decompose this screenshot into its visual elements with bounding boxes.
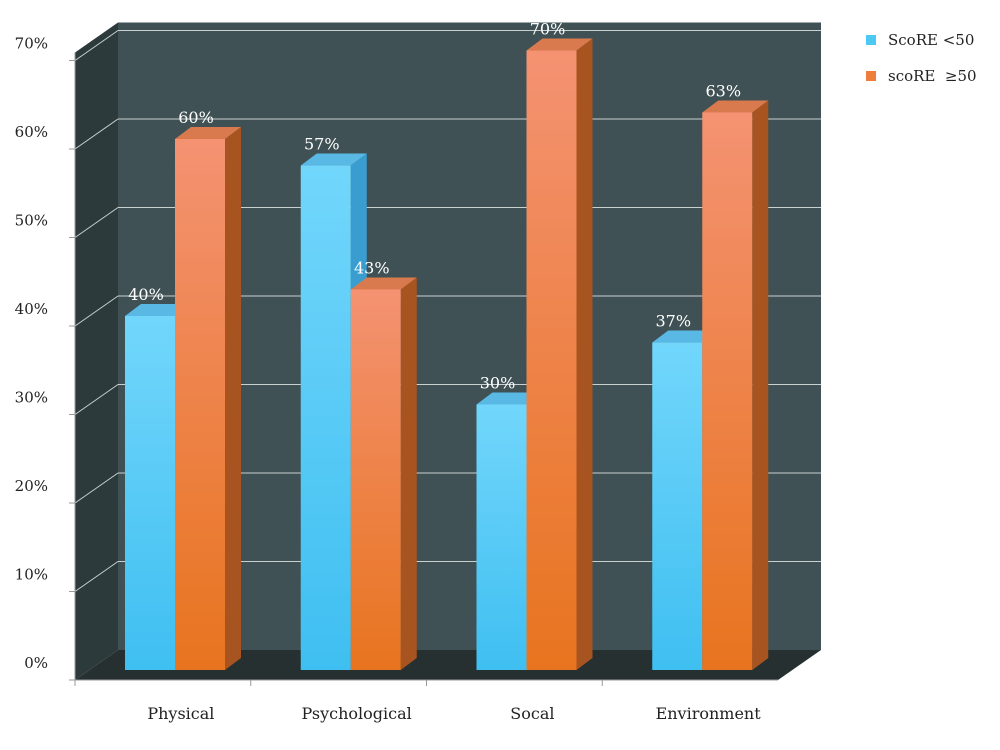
bar-top bbox=[652, 330, 719, 343]
y-axis: 0% 10% 20% 30% 40% 50% 60% 70% bbox=[15, 35, 778, 686]
gridline-side bbox=[74, 561, 119, 592]
gridline-side bbox=[74, 384, 119, 415]
bar-score-ge50-socal bbox=[526, 38, 593, 670]
bar-score-ge50-psychological bbox=[350, 277, 417, 670]
bar-front bbox=[350, 289, 401, 670]
bar-top bbox=[300, 153, 367, 166]
bars bbox=[125, 38, 769, 671]
y-tick-label: 40% bbox=[15, 300, 48, 318]
bar-side bbox=[400, 277, 417, 670]
y-tick-label: 50% bbox=[15, 212, 48, 230]
bar-top bbox=[526, 38, 593, 51]
data-label: 37% bbox=[655, 312, 691, 331]
y-tick-label: 20% bbox=[15, 477, 48, 495]
y-tick-label: 10% bbox=[15, 566, 48, 584]
bar-score-ge50-environment bbox=[702, 100, 769, 670]
x-category-label: Physical bbox=[147, 704, 214, 723]
data-label: 40% bbox=[128, 285, 164, 304]
side-wall bbox=[75, 22, 118, 680]
gridline-side bbox=[74, 472, 119, 504]
bar-front bbox=[526, 50, 577, 670]
bar-top bbox=[175, 127, 241, 139]
y-tick-label: 30% bbox=[15, 389, 48, 407]
bar-front bbox=[125, 316, 175, 670]
data-label: 60% bbox=[178, 108, 214, 127]
data-label: 30% bbox=[480, 374, 516, 393]
bar-front bbox=[652, 342, 703, 670]
y-tick-label: 0% bbox=[24, 654, 48, 672]
data-label: 70% bbox=[530, 20, 566, 39]
legend-swatch-1 bbox=[866, 71, 876, 81]
bar-top bbox=[125, 304, 191, 316]
bar-top bbox=[350, 277, 417, 290]
bar-side bbox=[752, 100, 769, 670]
bar-side bbox=[225, 127, 241, 670]
bar-front bbox=[476, 404, 527, 670]
legend: ScoRE <50 scoRE ≥50 bbox=[866, 31, 977, 85]
x-category-label: Socal bbox=[510, 704, 554, 723]
gridline-side bbox=[74, 207, 119, 238]
data-label: 43% bbox=[354, 258, 390, 277]
gridline-side bbox=[74, 118, 119, 150]
bar-side bbox=[576, 38, 593, 670]
data-label: 57% bbox=[304, 135, 340, 154]
legend-label-0: ScoRE <50 bbox=[888, 31, 974, 49]
gridline-side bbox=[74, 30, 119, 61]
x-category-label: Psychological bbox=[302, 704, 412, 723]
bar-top bbox=[702, 100, 769, 113]
bar-front bbox=[300, 165, 351, 671]
legend-swatch-0 bbox=[866, 35, 876, 45]
x-category-label: Environment bbox=[656, 704, 762, 723]
y-tick-label: 60% bbox=[15, 123, 48, 141]
gridline-side bbox=[74, 295, 119, 327]
data-label: 63% bbox=[705, 81, 741, 100]
floor bbox=[75, 650, 821, 680]
bar-score-ge50-physical bbox=[175, 127, 241, 670]
bar-front bbox=[702, 112, 753, 670]
bar-top bbox=[476, 392, 543, 405]
bar-front bbox=[175, 139, 225, 670]
y-tick-label: 70% bbox=[15, 35, 48, 53]
labels: Physical 40% 60% Psychological 57% 43% Socal 30… bbox=[128, 20, 761, 724]
legend-label-1: scoRE ≥50 bbox=[888, 67, 977, 85]
